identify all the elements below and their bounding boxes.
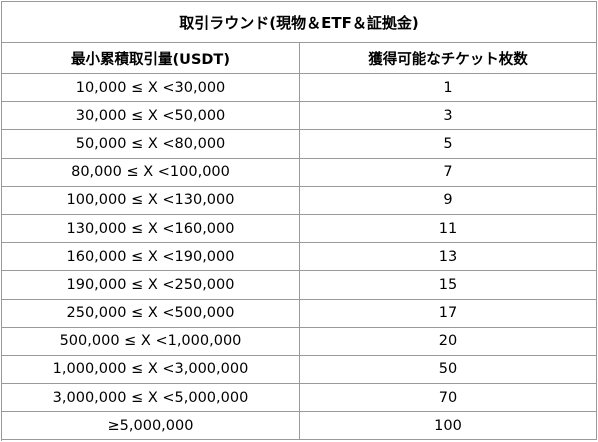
header-min-volume: 最小累積取引量(USDT): [2, 43, 300, 74]
ticket-count-cell: 50: [300, 355, 597, 385]
volume-range-cell: ≥5,000,000: [2, 412, 300, 441]
table-title: 取引ラウンド(現物＆ETF＆証拠金): [2, 2, 597, 43]
table-row: 100,000 ≤ X <130,000 9: [2, 186, 597, 215]
volume-range-cell: 250,000 ≤ X <500,000: [2, 299, 300, 328]
table-row: 250,000 ≤ X <500,000 17: [2, 299, 597, 328]
table-row: 1,000,000 ≤ X <3,000,000 50: [2, 355, 597, 385]
volume-range-cell: 10,000 ≤ X <30,000: [2, 74, 300, 103]
volume-range-cell: 500,000 ≤ X <1,000,000: [2, 327, 300, 356]
volume-range-cell: 100,000 ≤ X <130,000: [2, 186, 300, 215]
ticket-count-cell: 13: [300, 243, 597, 272]
ticket-count-cell: 15: [300, 271, 597, 300]
ticket-count-cell: 9: [300, 186, 597, 215]
table-row: 10,000 ≤ X <30,000 1: [2, 74, 597, 103]
volume-range-cell: 130,000 ≤ X <160,000: [2, 214, 300, 244]
ticket-count-cell: 7: [300, 158, 597, 187]
table-row: 500,000 ≤ X <1,000,000 20: [2, 327, 597, 356]
ticket-count-cell: 5: [300, 130, 597, 159]
volume-range-cell: 1,000,000 ≤ X <3,000,000: [2, 355, 300, 385]
ticket-count-cell: 11: [300, 214, 597, 244]
table-row: 30,000 ≤ X <50,000 3: [2, 102, 597, 131]
table-row: 160,000 ≤ X <190,000 13: [2, 243, 597, 272]
ticket-count-cell: 20: [300, 327, 597, 356]
volume-range-cell: 50,000 ≤ X <80,000: [2, 130, 300, 159]
table-body: 10,000 ≤ X <30,000 1 30,000 ≤ X <50,000 3 50…: [2, 74, 597, 441]
ticket-count-cell: 70: [300, 384, 597, 413]
table-row: 80,000 ≤ X <100,000 7: [2, 158, 597, 187]
volume-range-cell: 30,000 ≤ X <50,000: [2, 102, 300, 131]
volume-range-cell: 3,000,000 ≤ X <5,000,000: [2, 384, 300, 413]
header-ticket-count: 獲得可能なチケット枚数: [300, 43, 597, 74]
ticket-count-cell: 3: [300, 102, 597, 131]
volume-range-cell: 80,000 ≤ X <100,000: [2, 158, 300, 187]
table-row: ≥5,000,000 100: [2, 412, 597, 441]
table-row: 130,000 ≤ X <160,000 11: [2, 214, 597, 244]
ticket-count-cell: 1: [300, 74, 597, 103]
volume-range-cell: 190,000 ≤ X <250,000: [2, 271, 300, 300]
table-row: 3,000,000 ≤ X <5,000,000 70: [2, 384, 597, 413]
ticket-count-cell: 17: [300, 299, 597, 328]
table-row: 50,000 ≤ X <80,000 5: [2, 130, 597, 159]
table-header-row: 最小累積取引量(USDT) 獲得可能なチケット枚数: [2, 43, 597, 74]
table-row: 190,000 ≤ X <250,000 15: [2, 271, 597, 300]
ticket-count-cell: 100: [300, 412, 597, 441]
volume-range-cell: 160,000 ≤ X <190,000: [2, 243, 300, 272]
